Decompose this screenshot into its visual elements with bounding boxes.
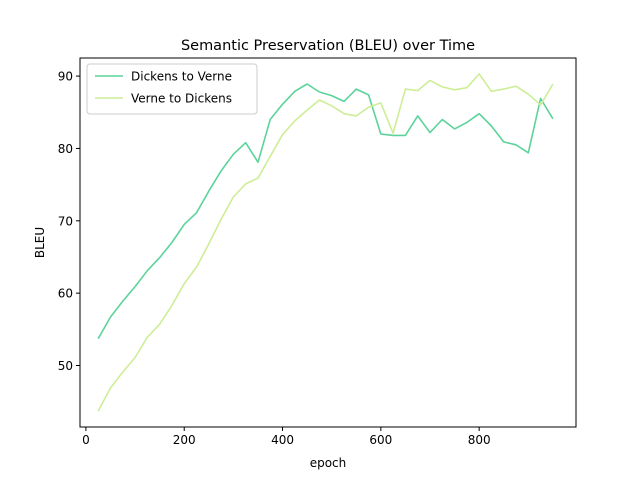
series-layer	[97, 73, 554, 412]
y-tick-label: 50	[58, 359, 73, 373]
y-axis-label: BLEU	[33, 227, 47, 258]
y-tick-label: 60	[58, 287, 73, 301]
x-tick-label: 600	[369, 433, 392, 447]
x-tick-label: 800	[468, 433, 491, 447]
y-tick-label: 90	[58, 70, 73, 84]
x-tick-label: 0	[82, 433, 90, 447]
series-line-dickens-to-verne	[97, 83, 554, 340]
x-axis-label: epoch	[310, 456, 347, 470]
axes-frame	[79, 57, 577, 428]
series-line-verne-to-dickens	[97, 73, 554, 412]
y-axis-ticks: 50 60 70 80 90	[58, 70, 80, 373]
chart-title: Semantic Preservation (BLEU) over Time	[181, 38, 475, 54]
y-tick-label: 70	[58, 214, 73, 228]
legend-label-verne-to-dickens: Verne to Dickens	[131, 92, 232, 106]
x-axis-ticks: 0 200 400 600 800	[82, 427, 491, 447]
x-tick-label: 400	[271, 433, 294, 447]
y-tick-label: 80	[58, 142, 73, 156]
legend-box	[86, 63, 258, 115]
x-tick-label: 200	[173, 433, 196, 447]
legend-label-dickens-to-verne: Dickens to Verne	[131, 70, 232, 84]
legend: Dickens to Verne Verne to Dickens	[86, 63, 258, 115]
